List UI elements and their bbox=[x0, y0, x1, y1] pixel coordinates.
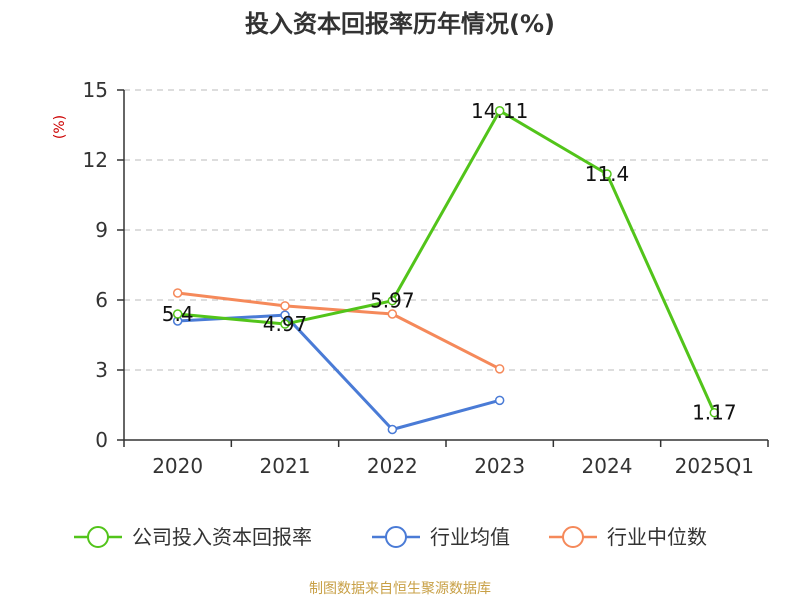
x-tick-label: 2025Q1 bbox=[675, 454, 754, 478]
grid-lines bbox=[124, 89, 768, 371]
data-point bbox=[172, 309, 183, 319]
y-tick-label: 0 bbox=[95, 428, 108, 452]
x-tick-label: 2022 bbox=[367, 454, 418, 478]
series-group bbox=[172, 106, 720, 435]
data-point bbox=[494, 106, 505, 116]
data-label: 11.4 bbox=[585, 162, 630, 186]
chart-title: 投入资本回报率历年情况(%) bbox=[245, 10, 555, 38]
y-tick-label: 3 bbox=[95, 358, 108, 382]
data-point bbox=[387, 424, 398, 435]
y-tick-label: 9 bbox=[95, 218, 108, 242]
series-line bbox=[177, 109, 716, 414]
data-label: 4.97 bbox=[263, 312, 308, 336]
x-tick-label: 2024 bbox=[582, 454, 633, 478]
data-point bbox=[387, 295, 398, 306]
data-point bbox=[172, 288, 183, 298]
y-tick-label: 6 bbox=[95, 288, 108, 312]
data-point bbox=[280, 301, 290, 311]
data-point bbox=[602, 169, 612, 179]
series-line bbox=[177, 291, 501, 371]
data-point bbox=[387, 309, 398, 319]
data-point bbox=[494, 364, 505, 374]
y-tick-label: 12 bbox=[83, 148, 108, 172]
y-tick-label: 15 bbox=[83, 78, 108, 102]
data-labels: 5.4 4.97 5.97 14.11 11.4 1.17 bbox=[162, 99, 737, 425]
data-label: 5.97 bbox=[370, 289, 415, 313]
x-tick-label: 2023 bbox=[474, 454, 525, 478]
data-label: 14.11 bbox=[471, 99, 528, 123]
legend-marker bbox=[562, 526, 584, 548]
axes: 0 3 6 9 12 15 2020 2021 2022 2023 2024 2025Q1 bbox=[83, 78, 769, 478]
data-point bbox=[709, 407, 720, 418]
y-axis-unit: (%) bbox=[52, 115, 68, 139]
legend-marker bbox=[385, 526, 407, 548]
series-line bbox=[177, 313, 501, 431]
x-tick-label: 2020 bbox=[152, 454, 203, 478]
x-tick-label: 2021 bbox=[260, 454, 311, 478]
legend-marker bbox=[87, 526, 109, 548]
legend-label: 公司投入资本回报率 bbox=[132, 525, 312, 549]
legend-label: 行业中位数 bbox=[607, 525, 707, 549]
data-point bbox=[280, 319, 290, 329]
data-label: 5.4 bbox=[162, 302, 194, 326]
legend-label: 行业均值 bbox=[430, 525, 510, 549]
data-point bbox=[280, 310, 290, 320]
data-source: 制图数据来自恒生聚源数据库 bbox=[309, 581, 491, 597]
legend: 公司投入资本回报率 行业均值 行业中位数 bbox=[74, 525, 707, 549]
data-label: 1.17 bbox=[692, 401, 737, 425]
data-point bbox=[494, 395, 505, 406]
